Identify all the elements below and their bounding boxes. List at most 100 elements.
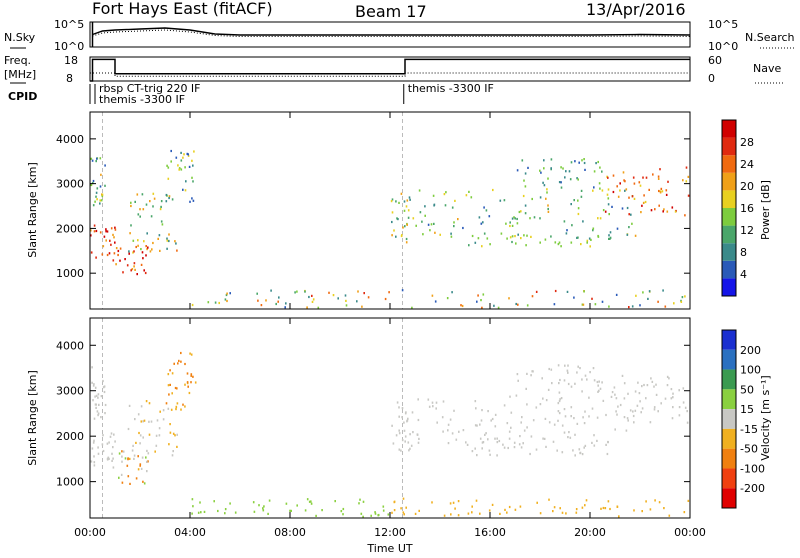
data-cell-r10-30 — [270, 289, 272, 292]
data-cell-r7-20 — [506, 237, 508, 240]
data-cell-r9-18 — [599, 187, 601, 190]
data-cell-r10-24 — [310, 502, 313, 505]
data-cell-r6-61 — [543, 437, 546, 440]
data-cell-r11-36 — [604, 507, 607, 510]
data-cell-r10-32 — [224, 508, 227, 511]
data-cell-r7-29 — [608, 237, 610, 240]
data-cell-r11-44 — [585, 499, 588, 502]
data-cell-r2-28 — [146, 449, 148, 452]
xtick-label-4: 16:00 — [474, 526, 506, 539]
data-cell-r3-32 — [141, 193, 144, 196]
data-cell-r10-52 — [451, 291, 453, 294]
data-cell-r6-92 — [462, 226, 464, 230]
data-cell-r5-16 — [407, 209, 410, 212]
data-cell-r2-26 — [144, 271, 147, 275]
data-cell-r9-10 — [539, 169, 541, 172]
data-cell-r3-42 — [137, 239, 139, 242]
data-cell-r6-19 — [597, 217, 599, 220]
data-cell-r9-23 — [547, 177, 549, 180]
data-cell-r6-5 — [508, 437, 511, 440]
data-cell-r2-8 — [139, 464, 141, 467]
data-cell-r7-7 — [489, 453, 491, 456]
data-cell-r2-20 — [124, 258, 126, 261]
data-cell-r1-4 — [100, 416, 102, 419]
power-panel-frame — [89, 111, 691, 310]
data-cell-r6-51 — [450, 235, 453, 238]
data-cell-r7-8 — [557, 243, 560, 246]
data-cell-r9-4 — [570, 161, 573, 164]
data-cell-r6-23 — [482, 441, 485, 444]
data-cell-r6-61 — [429, 229, 431, 232]
data-cell-r6-99 — [561, 424, 564, 427]
data-cell-r10-31 — [263, 505, 265, 508]
data-cell-r3-26 — [170, 408, 173, 411]
data-cell-r9-15 — [598, 380, 600, 383]
data-cell-r7-29 — [572, 449, 574, 452]
ytick-label-0: 1000 — [56, 476, 84, 489]
data-cell-r10-17 — [310, 500, 312, 503]
data-cell-r0-8 — [108, 457, 110, 460]
data-cell-r1-0 — [91, 366, 93, 369]
data-cell-r6-30 — [569, 436, 572, 439]
data-cell-r8-51 — [645, 397, 647, 400]
data-cell-r8-38 — [640, 211, 642, 214]
data-cell-r4-23 — [178, 168, 180, 171]
data-cell-r2-28 — [133, 250, 135, 253]
data-cell-r3-7 — [146, 232, 148, 235]
data-cell-r6-89 — [509, 221, 511, 224]
data-cell-r6-37 — [588, 396, 590, 399]
data-cell-r8-15 — [617, 195, 620, 198]
data-cell-r5-9 — [398, 448, 401, 451]
data-cell-r4-25 — [186, 381, 189, 384]
data-cell-r1-5 — [95, 406, 97, 409]
data-cell-r6-30 — [480, 222, 483, 225]
velocity-colorbar-tick-2: 50 — [740, 383, 754, 396]
data-cell-r4-29 — [167, 373, 170, 376]
data-cell-r6-49 — [457, 218, 459, 221]
data-cell-r9-7 — [516, 373, 519, 376]
data-cell-r10-70 — [493, 304, 495, 307]
data-cell-r0-23 — [92, 441, 95, 444]
data-cell-r8-24 — [670, 397, 673, 400]
data-cell-r10-7 — [367, 296, 370, 299]
data-cell-r6-72 — [588, 415, 590, 418]
data-cell-r1-12 — [101, 194, 104, 198]
data-cell-r6-81 — [458, 430, 460, 433]
data-cell-r6-83 — [563, 220, 566, 223]
data-cell-r10-36 — [361, 305, 363, 308]
data-cell-r8-49 — [643, 383, 645, 387]
data-cell-r6-26 — [550, 235, 552, 238]
data-cell-r6-100 — [483, 232, 486, 235]
data-cell-r8-2 — [602, 399, 605, 402]
data-cell-r3-35 — [168, 195, 171, 198]
data-cell-r7-35 — [583, 446, 585, 449]
data-cell-r11-34 — [565, 512, 567, 515]
data-cell-r6-107 — [424, 205, 426, 208]
data-cell-r4-13 — [173, 362, 175, 365]
data-cell-r6-18 — [583, 422, 586, 425]
data-cell-r3-16 — [176, 433, 178, 436]
data-cell-r9-21 — [551, 382, 553, 385]
data-cell-r9-28 — [577, 178, 579, 181]
data-cell-r10-33 — [664, 305, 667, 308]
data-cell-r11-32 — [391, 511, 393, 514]
data-cell-r5-10 — [404, 225, 406, 228]
data-cell-r2-24 — [136, 273, 138, 276]
data-cell-r6-8 — [584, 410, 586, 413]
data-cell-r3-27 — [145, 203, 148, 206]
data-cell-r11-10 — [508, 505, 511, 509]
velocity-colorbar-band-1 — [722, 349, 736, 370]
data-cell-r3-28 — [168, 239, 170, 243]
data-cell-r6-20 — [625, 429, 628, 432]
data-cell-r1-6 — [97, 412, 100, 415]
data-cell-r1-4 — [100, 173, 102, 176]
data-cell-r6-75 — [494, 437, 496, 440]
data-cell-r10-80 — [344, 294, 347, 297]
data-cell-r9-10 — [567, 371, 569, 374]
data-cell-r6-38 — [557, 410, 560, 413]
data-cell-r3-33 — [136, 193, 139, 196]
data-cell-r9-20 — [515, 394, 518, 397]
data-cell-r10-44 — [553, 303, 556, 306]
data-cell-r0-13 — [108, 252, 111, 255]
